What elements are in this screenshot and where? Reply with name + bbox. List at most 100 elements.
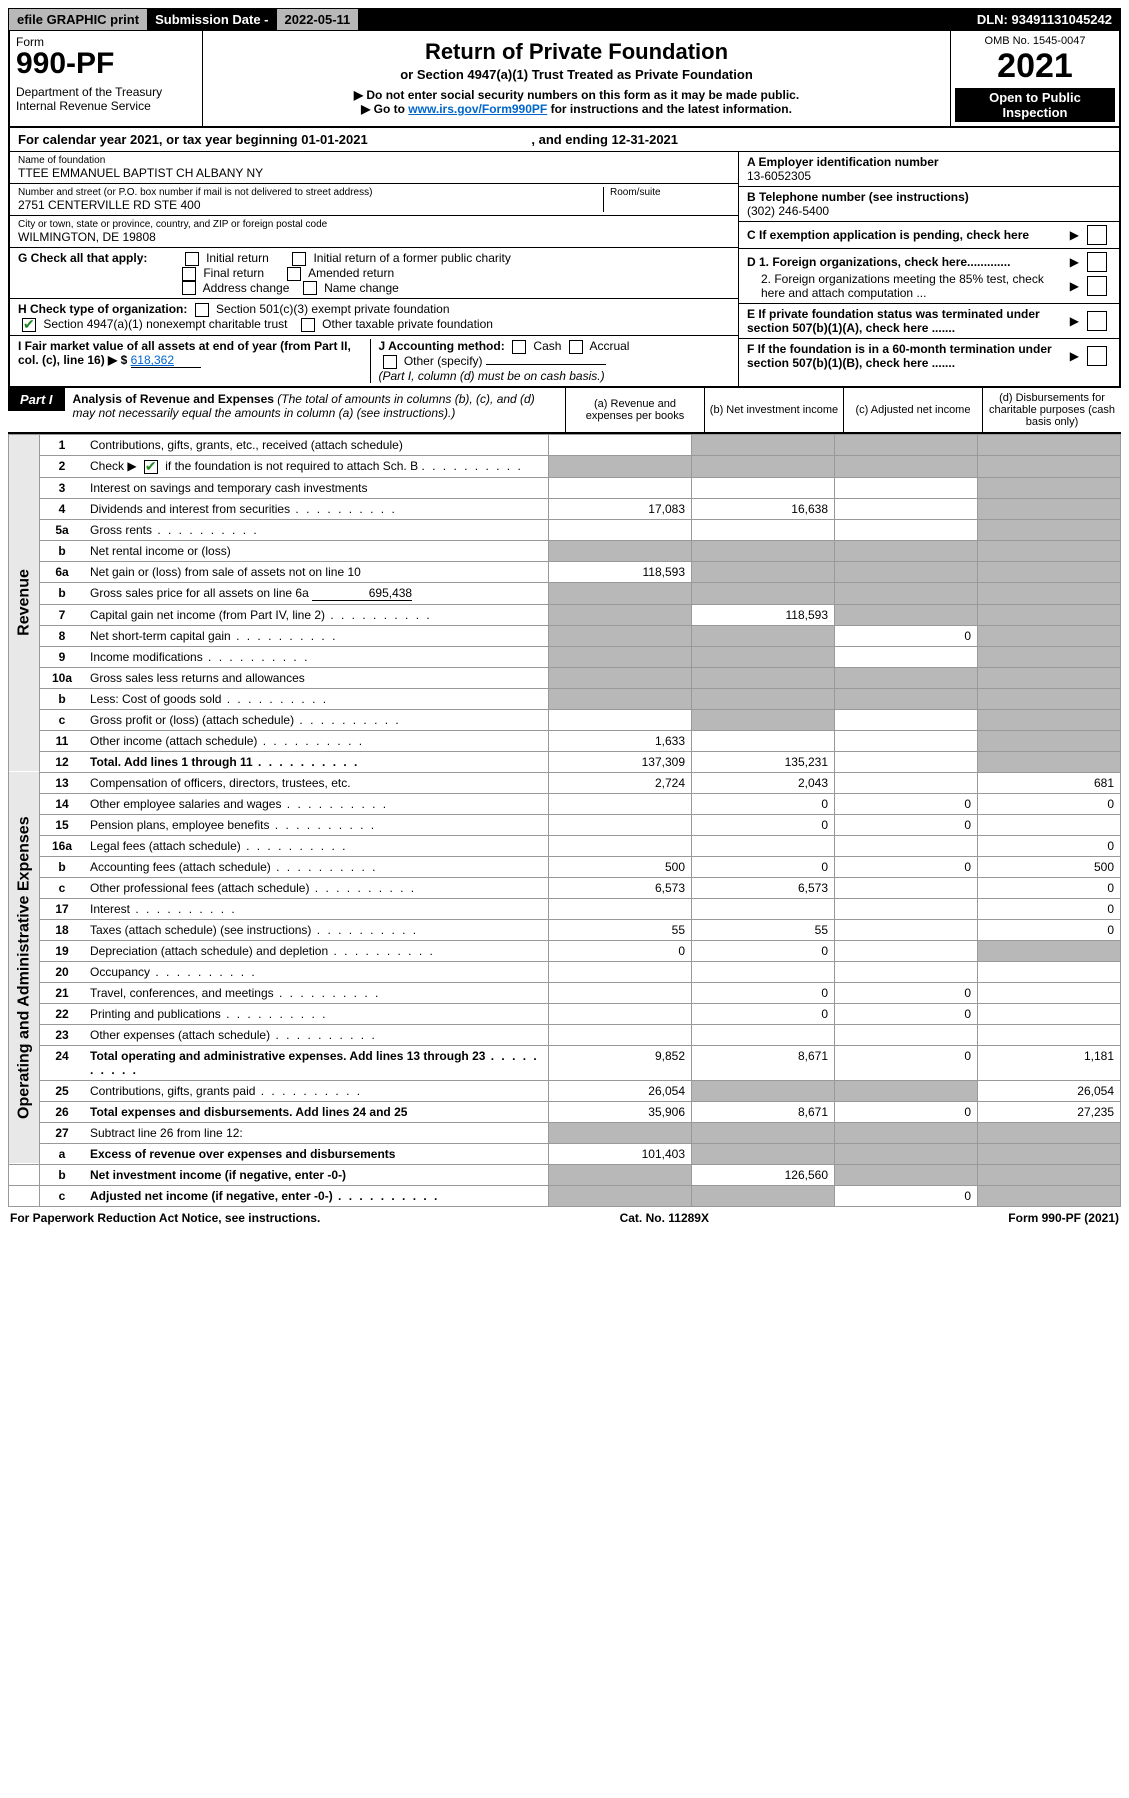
table-row: 5aGross rents — [9, 519, 1121, 540]
l3-desc: Interest on savings and temporary cash i… — [84, 477, 549, 498]
expenses-side-label: Operating and Administrative Expenses — [9, 772, 40, 1164]
l17-desc: Interest — [90, 902, 130, 916]
dept-line-1: Department of the Treasury — [16, 85, 196, 99]
fmv-value[interactable]: 618,362 — [131, 353, 201, 368]
other-specify-line — [486, 364, 606, 365]
checkbox-sch-b[interactable] — [144, 460, 158, 474]
l13-a: 2,724 — [549, 772, 692, 793]
h-4947: Section 4947(a)(1) nonexempt charitable … — [43, 317, 287, 331]
l25-a: 26,054 — [549, 1080, 692, 1101]
irs-link[interactable]: www.irs.gov/Form990PF — [408, 102, 547, 116]
l7-b: 118,593 — [692, 604, 835, 625]
checkbox-other-taxable[interactable] — [301, 318, 315, 332]
checkbox-amended-return[interactable] — [287, 267, 301, 281]
l16c-d: 0 — [978, 877, 1121, 898]
foundation-name: TTEE EMMANUEL BAPTIST CH ALBANY NY — [18, 166, 730, 180]
h-other: Other taxable private foundation — [322, 317, 493, 331]
l13-desc: Compensation of officers, directors, tru… — [84, 772, 549, 793]
table-row: 10aGross sales less returns and allowanc… — [9, 667, 1121, 688]
l2-post: if the foundation is not required to att… — [165, 459, 418, 473]
l10a-desc: Gross sales less returns and allowances — [84, 667, 549, 688]
g-final: Final return — [203, 266, 264, 280]
l15-c: 0 — [835, 814, 978, 835]
g-name: Name change — [324, 281, 399, 295]
checkbox-501c3[interactable] — [195, 303, 209, 317]
foundation-name-label: Name of foundation — [18, 155, 730, 166]
table-row: bLess: Cost of goods sold — [9, 688, 1121, 709]
table-row: bAccounting fees (attach schedule) 500 0… — [9, 856, 1121, 877]
address-row: Number and street (or P.O. box number if… — [10, 184, 738, 216]
l15-desc: Pension plans, employee benefits — [90, 818, 269, 832]
ein-cell: A Employer identification number 13-6052… — [739, 152, 1119, 187]
header-right: OMB No. 1545-0047 2021 Open to Public In… — [950, 31, 1119, 126]
instr-2: ▶ Go to www.irs.gov/Form990PF for instru… — [213, 102, 940, 116]
checkbox-cash[interactable] — [512, 340, 526, 354]
l14-desc: Other employee salaries and wages — [90, 797, 281, 811]
checkbox-4947[interactable] — [22, 318, 36, 332]
section-i-j: I Fair market value of all assets at end… — [10, 336, 738, 386]
l24-desc: Total operating and administrative expen… — [90, 1049, 485, 1063]
checkbox-name-change[interactable] — [303, 281, 317, 295]
checkbox-initial-former[interactable] — [292, 252, 306, 266]
tax-year: 2021 — [955, 47, 1115, 86]
table-row: bNet investment income (if negative, ent… — [9, 1164, 1121, 1185]
submission-label: Submission Date - — [147, 9, 276, 30]
g-initial: Initial return — [206, 251, 269, 265]
checkbox-d1[interactable] — [1087, 252, 1107, 272]
col-c-header: (c) Adjusted net income — [843, 388, 982, 432]
table-row: 18Taxes (attach schedule) (see instructi… — [9, 919, 1121, 940]
l9-desc: Income modifications — [90, 650, 203, 664]
l2-desc: Check ▶ if the foundation is not require… — [84, 455, 549, 477]
l27-desc: Subtract line 26 from line 12: — [84, 1122, 549, 1143]
ein: 13-6052305 — [747, 169, 1111, 183]
form-subtitle: or Section 4947(a)(1) Trust Treated as P… — [213, 67, 940, 82]
l16a-desc: Legal fees (attach schedule) — [90, 839, 241, 853]
l12-desc: Total. Add lines 1 through 11 — [90, 755, 253, 769]
l21-desc: Travel, conferences, and meetings — [90, 986, 274, 1000]
ein-label: A Employer identification number — [747, 155, 1111, 169]
l4-a: 17,083 — [549, 498, 692, 519]
table-row: 9Income modifications — [9, 646, 1121, 667]
l11-desc: Other income (attach schedule) — [90, 734, 257, 748]
l6a-a: 118,593 — [549, 561, 692, 582]
checkbox-final-return[interactable] — [182, 267, 196, 281]
checkbox-d2[interactable] — [1087, 276, 1107, 296]
l16b-b: 0 — [692, 856, 835, 877]
section-c: C If exemption application is pending, c… — [739, 222, 1119, 249]
phone-cell: B Telephone number (see instructions) (3… — [739, 187, 1119, 222]
checkbox-c[interactable] — [1087, 225, 1107, 245]
l2-pre: Check ▶ — [90, 459, 140, 473]
table-row: aExcess of revenue over expenses and dis… — [9, 1143, 1121, 1164]
l4-b: 16,638 — [692, 498, 835, 519]
checkbox-initial-return[interactable] — [185, 252, 199, 266]
l25-d: 26,054 — [978, 1080, 1121, 1101]
table-row: 27Subtract line 26 from line 12: — [9, 1122, 1121, 1143]
city: WILMINGTON, DE 19808 — [18, 230, 730, 244]
city-cell: City or town, state or province, country… — [10, 216, 738, 248]
l16b-c: 0 — [835, 856, 978, 877]
info-right: A Employer identification number 13-6052… — [739, 152, 1119, 386]
section-f: F If the foundation is in a 60-month ter… — [739, 339, 1119, 373]
table-row: b Gross sales price for all assets on li… — [9, 582, 1121, 604]
checkbox-accrual[interactable] — [569, 340, 583, 354]
checkbox-e[interactable] — [1087, 311, 1107, 331]
revenue-side-label: Revenue — [9, 434, 40, 772]
l5b-desc: Net rental income or (loss) — [84, 540, 549, 561]
checkbox-other-method[interactable] — [383, 355, 397, 369]
part-1-title-cell: Analysis of Revenue and Expenses (The to… — [65, 388, 565, 424]
checkbox-f[interactable] — [1087, 346, 1107, 366]
room-label: Room/suite — [610, 187, 730, 198]
address: 2751 CENTERVILLE RD STE 400 — [18, 198, 603, 212]
l20-desc: Occupancy — [90, 965, 150, 979]
table-row: 25Contributions, gifts, grants paid 26,0… — [9, 1080, 1121, 1101]
j-cash: Cash — [533, 339, 561, 353]
efile-graphic-print[interactable]: efile GRAPHIC print — [9, 9, 147, 30]
l19-a: 0 — [549, 940, 692, 961]
phone-label: B Telephone number (see instructions) — [747, 190, 1111, 204]
checkbox-address-change[interactable] — [182, 281, 196, 295]
col-a-header: (a) Revenue and expenses per books — [565, 388, 704, 432]
form-header: Form 990-PF Department of the Treasury I… — [8, 31, 1121, 128]
l27a-a: 101,403 — [549, 1143, 692, 1164]
table-row: cAdjusted net income (if negative, enter… — [9, 1185, 1121, 1206]
l13-d: 681 — [978, 772, 1121, 793]
